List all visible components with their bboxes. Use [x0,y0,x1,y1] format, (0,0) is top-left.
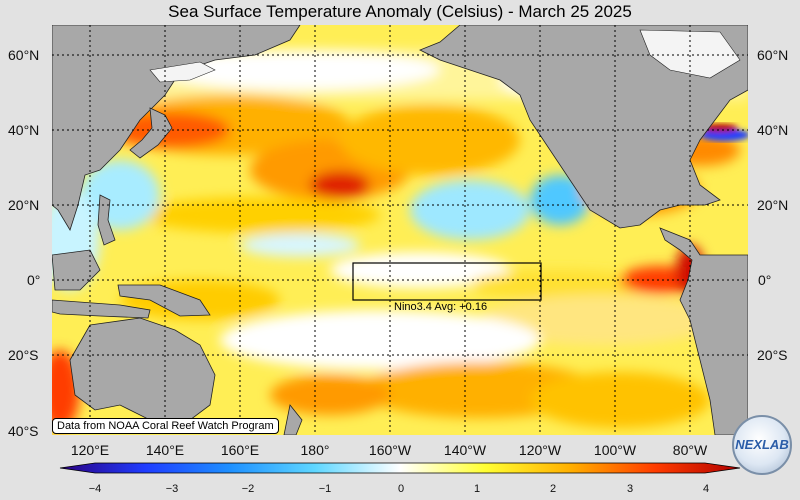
lon-label-140e: 140°E [145,442,185,458]
lat-label-20s-right: 20°S [757,347,788,363]
lat-label-20n-left: 20°N [8,197,40,213]
colorbar-tick: −3 [165,483,179,495]
gridlines [52,25,748,435]
japan-landmass [129,107,173,159]
map-area [52,25,748,435]
colorbar-tick: 2 [549,483,557,495]
lat-label-40s-left: 40°S [8,423,39,439]
colorbar-tick: −2 [241,483,255,495]
colorbar-tick: −4 [88,483,102,495]
lat-label-60n-left: 60°N [8,47,40,63]
lon-label-180: 180° [300,442,330,458]
lon-label-160e: 160°E [220,442,260,458]
colorbar-tick: 0 [397,483,405,495]
south-america-landmass [659,227,748,435]
land [52,25,748,435]
lat-label-60n-right: 60°N [757,47,789,63]
new-zealand-landmass [283,404,303,435]
nino34-box [352,262,542,301]
lat-label-20s-left: 20°S [8,347,39,363]
nexlab-logo: NEXLAB [732,415,792,475]
nino34-label: Nino3.4 Avg: +0.16 [394,301,488,313]
philippines-landmass [97,194,116,246]
colorbar-tick: 4 [702,483,710,495]
indonesia-landmass [52,299,151,319]
lon-label-80w: 80°W [672,442,708,458]
lon-label-120w: 120°W [518,442,562,458]
lat-label-40n-left: 40°N [8,122,40,138]
north-america-landmass [419,25,748,229]
lon-label-140w: 140°W [443,442,487,458]
colorbar [59,462,741,474]
map-title: Sea Surface Temperature Anomaly (Celsius… [168,2,632,21]
lat-label-eq-right: 0° [758,272,772,288]
lat-label-eq-left: 0° [27,272,41,288]
colorbar-tick: −1 [318,483,332,495]
logo-text: NEXLAB [735,437,789,452]
colorbar-tick: 1 [473,483,481,495]
asia-landmass [52,25,301,231]
lon-label-160w: 160°W [368,442,412,458]
new-guinea-landmass [117,284,211,317]
lon-label-120e: 120°E [70,442,110,458]
colorbar-tick: 3 [626,483,634,495]
lat-label-20n-right: 20°N [757,197,789,213]
data-credit: Data from NOAA Coral Reef Watch Program [52,418,279,434]
lat-label-40n-right: 40°N [757,122,789,138]
lon-label-100w: 100°W [593,442,637,458]
sea-ice [149,29,741,83]
